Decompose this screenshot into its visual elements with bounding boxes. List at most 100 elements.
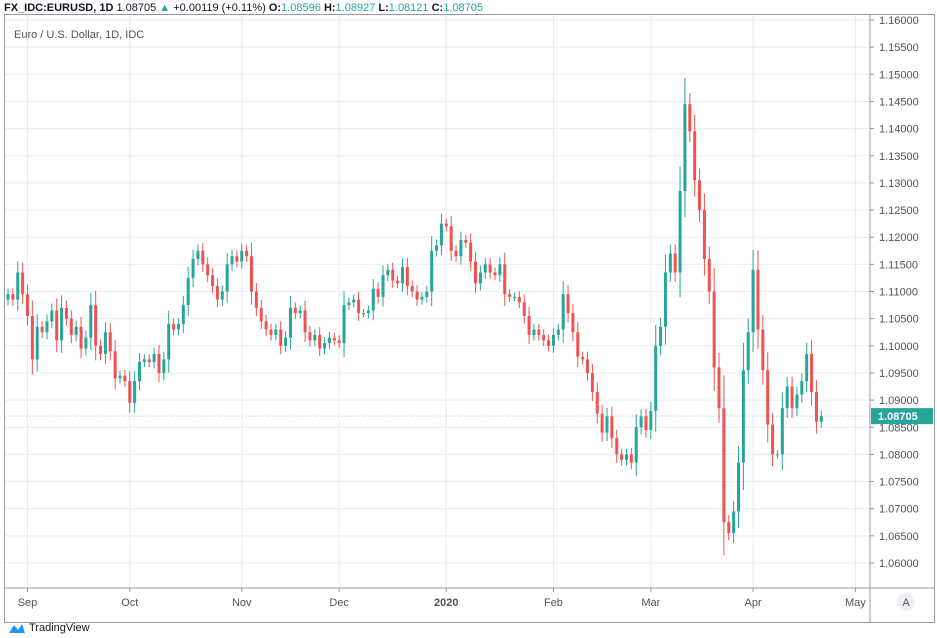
candle-body — [396, 280, 400, 284]
candle-body — [435, 245, 439, 251]
candle-body — [250, 256, 253, 292]
y-tick-label: 1.11000 — [879, 287, 918, 299]
candle-body — [225, 264, 229, 292]
candle-body — [391, 269, 395, 281]
candle-body — [357, 299, 361, 314]
candle-body — [371, 288, 375, 311]
candle-body — [342, 305, 346, 344]
y-tick-label: 1.15500 — [879, 42, 919, 54]
candle-body — [16, 272, 20, 300]
candle-body — [678, 191, 682, 273]
candle-body — [600, 413, 604, 433]
x-tick-label: Sep — [18, 597, 38, 609]
candle-body — [474, 261, 478, 284]
candle-body — [240, 250, 244, 262]
candle-body — [64, 307, 68, 319]
candle-body — [235, 256, 239, 262]
candle-body — [269, 329, 273, 335]
candle-body — [629, 454, 633, 463]
candle-body — [800, 381, 804, 395]
y-tick-label: 1.15000 — [879, 69, 919, 81]
x-tick-label: May — [845, 597, 866, 609]
candle-body — [206, 264, 210, 276]
candle-body — [732, 511, 736, 534]
candle-body — [313, 334, 317, 341]
candle-body — [439, 223, 443, 246]
candle-body — [483, 264, 487, 273]
candle-body — [493, 272, 497, 276]
candle-body — [45, 321, 49, 333]
candle-body — [69, 318, 73, 335]
candle-body — [420, 296, 424, 300]
candle-body — [537, 329, 541, 335]
chart-frame[interactable] — [4, 14, 935, 623]
y-tick-label: 1.13500 — [879, 151, 919, 163]
candle-body — [79, 326, 83, 349]
candle-body — [566, 294, 570, 314]
candle-body — [118, 375, 122, 379]
candle-body — [142, 359, 146, 363]
candle-body — [522, 302, 526, 316]
candle-body — [94, 305, 98, 346]
candle-body — [415, 291, 419, 300]
candle-body — [318, 334, 322, 349]
x-tick-label: Nov — [232, 597, 252, 609]
candle-body — [698, 180, 702, 211]
candle-body — [176, 324, 180, 330]
candle-body — [284, 337, 288, 346]
candle-body — [659, 326, 663, 346]
last-price: 1.08705 — [116, 2, 157, 14]
candle-body — [172, 324, 176, 330]
candle-body — [327, 337, 331, 344]
candle-body — [542, 334, 546, 341]
y-tick-label: 1.11500 — [879, 259, 918, 271]
auto-scale-button[interactable] — [897, 593, 915, 611]
candle-body — [581, 356, 585, 360]
low-value: 1.08121 — [388, 2, 429, 14]
candle-body — [157, 353, 161, 373]
candle-body — [551, 334, 555, 346]
x-tick-label: Apr — [745, 597, 762, 609]
symbol-legend: FX_IDC:EURUSD, 1D 1.08705 ▲ +0.00119 (+0… — [4, 2, 483, 14]
candle-body — [245, 250, 249, 257]
candle-body — [21, 272, 25, 295]
candle-body — [352, 299, 356, 303]
candle-body — [298, 310, 302, 314]
candle-body — [220, 291, 224, 300]
candle-body — [279, 329, 283, 346]
candle-body — [517, 296, 521, 303]
candle-body — [35, 326, 39, 360]
candle-body — [6, 294, 10, 300]
y-tick-label: 1.08500 — [879, 422, 919, 434]
candle-body — [668, 253, 672, 273]
candle-body — [230, 256, 234, 265]
chart-subtitle: Euro / U.S. Dollar, 1D, IDC — [14, 29, 145, 41]
candle-body — [99, 345, 103, 354]
candle-body — [332, 337, 336, 341]
candle-body — [444, 223, 448, 227]
up-arrow-icon: ▲ — [159, 2, 171, 14]
candle-body — [186, 277, 190, 306]
candle-body — [512, 296, 516, 298]
candle-body — [620, 454, 624, 460]
candle-body — [376, 288, 380, 297]
x-tick-label: Dec — [329, 597, 349, 609]
brand-name: TradingView — [29, 622, 90, 634]
candle-body — [605, 416, 609, 433]
high-label: H: — [323, 2, 336, 14]
candle-body — [40, 326, 44, 333]
candle-body — [634, 427, 638, 463]
candle-body — [610, 416, 614, 439]
x-tick-label: 2020 — [434, 597, 458, 609]
candle-body — [595, 391, 599, 414]
tradingview-logo[interactable]: TradingView — [8, 622, 90, 634]
candle-body — [303, 310, 307, 333]
candle-body — [615, 438, 619, 455]
candle-body — [644, 416, 648, 430]
candle-body — [717, 367, 721, 409]
candle-body — [449, 226, 453, 251]
candle-body — [712, 291, 716, 368]
candle-body — [405, 267, 409, 287]
candle-body — [152, 353, 156, 363]
